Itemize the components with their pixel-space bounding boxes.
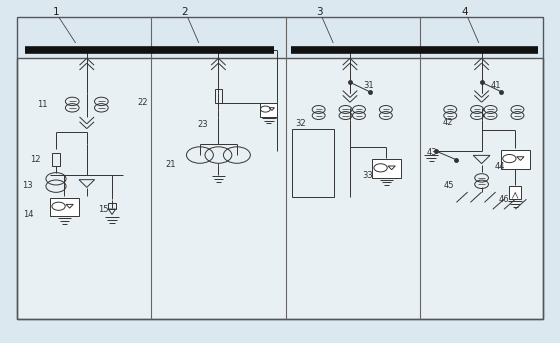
Bar: [372, 159, 401, 178]
Text: 3: 3: [316, 7, 323, 17]
Text: 21: 21: [165, 160, 176, 169]
Bar: [50, 198, 79, 216]
Bar: [260, 103, 277, 117]
Text: 44: 44: [494, 162, 505, 170]
Text: 4: 4: [461, 7, 468, 17]
Text: 11: 11: [37, 100, 48, 109]
Text: 13: 13: [22, 181, 33, 190]
Bar: [17, 17, 543, 62]
Bar: [214, 89, 222, 103]
Text: 33: 33: [362, 171, 373, 180]
Text: 1: 1: [53, 7, 59, 17]
Text: 23: 23: [197, 120, 208, 129]
Text: 32: 32: [295, 119, 306, 128]
Bar: [501, 150, 530, 169]
Text: 14: 14: [24, 210, 34, 218]
Bar: [53, 153, 59, 166]
Text: 12: 12: [30, 155, 40, 164]
Text: 15: 15: [98, 205, 109, 214]
Text: 45: 45: [444, 181, 454, 190]
Text: 22: 22: [138, 98, 148, 107]
Text: 43: 43: [427, 148, 437, 157]
Bar: [509, 186, 521, 199]
Text: 41: 41: [491, 81, 502, 90]
Text: 31: 31: [363, 81, 374, 90]
Text: 2: 2: [181, 7, 188, 17]
Text: 46: 46: [499, 195, 510, 204]
Bar: [109, 203, 115, 209]
Bar: [17, 58, 543, 319]
Bar: [17, 17, 543, 319]
Bar: [292, 129, 334, 197]
Text: 42: 42: [442, 118, 453, 127]
